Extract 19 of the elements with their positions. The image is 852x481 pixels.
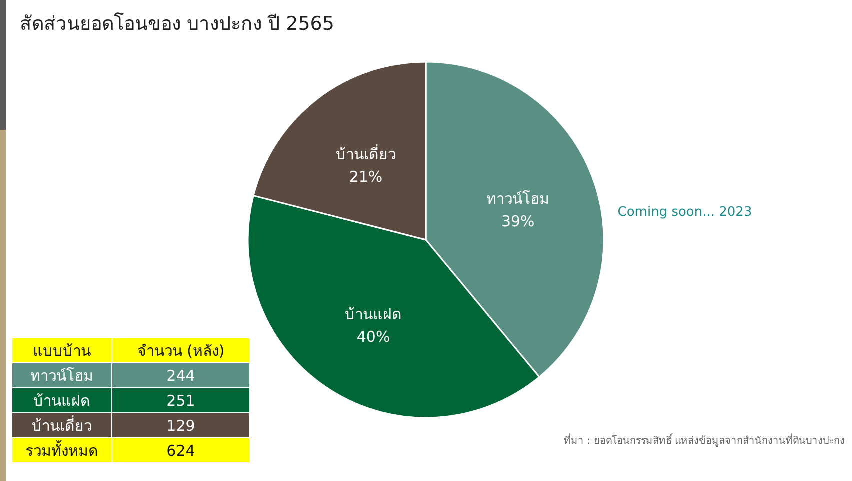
text: ที่มา : ยอดโอนกรรมสิทธิ์ แหล่งข้อมูลจากสำนักงานที่ดินบางปะกง [564,433,845,447]
category-label: บ้านแฝด [34,392,90,410]
slice-label: บ้านแฝด [345,306,402,324]
slice-label: บ้านเดี่ยว [336,144,396,164]
data-label: 40% [356,328,390,346]
text: จำนวน (หลัง) [137,342,225,360]
slice-label: ทาวน์โฮม [486,190,550,208]
category-label: บ้านเดี่ยว [32,417,92,435]
text: รวมทั้งหมด [26,440,98,460]
text: 129 [166,417,196,435]
data-label: 21% [349,168,383,186]
text: 624 [166,442,196,460]
chart-title: สัดส่วนยอดโอนของ บางปะกง ปี 2565 [20,12,334,35]
text: 244 [166,367,196,385]
text: 251 [166,392,196,410]
category-label: ทาวน์โฮม [30,367,94,385]
text: Coming soon... 2023 [618,205,752,220]
text: แบบบ้าน [33,342,91,360]
data-label: 39% [501,212,535,230]
